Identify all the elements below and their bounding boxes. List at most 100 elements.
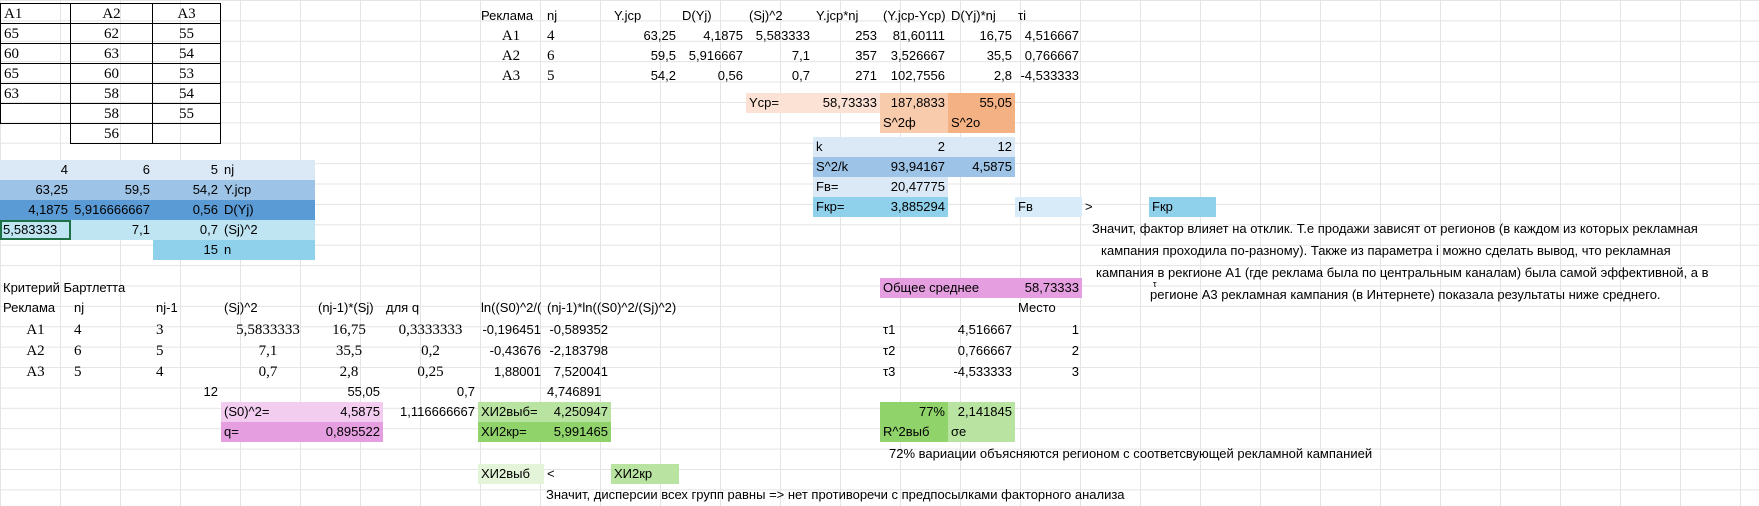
sj2-cell[interactable]: 0,7 xyxy=(153,220,221,240)
main-header[interactable]: (Sj)^2 xyxy=(749,8,783,23)
header-a2[interactable]: A2 xyxy=(70,3,153,24)
chi-compare-sign[interactable]: < xyxy=(547,466,555,481)
bartlett-header[interactable]: ln((S0)^2/( xyxy=(481,300,542,315)
raw-cell[interactable] xyxy=(152,123,221,144)
nj-label[interactable]: nj xyxy=(221,160,315,180)
s2k-label[interactable]: S^2/k xyxy=(813,157,880,177)
main-cell[interactable]: 7,1 xyxy=(791,48,810,63)
se-label[interactable]: σe xyxy=(948,422,1015,442)
main-header[interactable]: Реклама xyxy=(481,8,534,23)
main-header[interactable]: (Y.jcp-Ycp) xyxy=(883,8,946,23)
bartlett-cell[interactable]: 0,3333333 xyxy=(398,322,463,338)
bartlett-cell[interactable]: -0,196451 xyxy=(482,322,541,337)
bartlett-region[interactable]: A2 xyxy=(26,343,45,359)
bartlett-header[interactable]: nj-1 xyxy=(156,300,178,315)
bartlett-cell[interactable]: -2,183798 xyxy=(549,343,608,358)
bartlett-total[interactable]: 0,7 xyxy=(456,384,475,399)
tau-label[interactable]: τ1 xyxy=(883,322,896,337)
fv-compare-label[interactable]: Fв xyxy=(1015,197,1082,217)
bartlett-cell[interactable]: 7,520041 xyxy=(553,364,608,379)
main-cell[interactable]: 5,583333 xyxy=(755,28,810,43)
bartlett-header[interactable]: (Sj)^2 xyxy=(224,300,258,315)
compare-sign[interactable]: > xyxy=(1085,199,1093,214)
chi-compare-right[interactable]: ХИ2кр xyxy=(611,464,679,484)
s02-value[interactable]: 4,5875 xyxy=(315,402,383,422)
tau-label[interactable]: τ3 xyxy=(883,364,896,379)
bartlett-total[interactable]: 12 xyxy=(203,384,218,399)
q-value[interactable]: 0,895522 xyxy=(315,422,383,442)
k-label[interactable]: k xyxy=(813,137,880,157)
tau-value[interactable]: 0,766667 xyxy=(957,343,1012,358)
main-cell[interactable]: 81,60111 xyxy=(892,28,945,43)
c-value[interactable]: 1,116666667 xyxy=(400,404,475,419)
raw-cell[interactable]: 53 xyxy=(152,63,221,84)
main-cell[interactable]: 35,5 xyxy=(986,48,1012,63)
dyj-cell[interactable]: 4,1875 xyxy=(0,200,71,220)
s2k1-value[interactable]: 93,94167 xyxy=(880,157,948,177)
r2-value[interactable]: 77% xyxy=(880,402,948,422)
tau-value[interactable]: -4,533333 xyxy=(953,364,1012,379)
raw-cell[interactable]: 54 xyxy=(152,43,221,64)
selected-cell[interactable]: 5,583333 xyxy=(0,220,71,240)
main-cell[interactable]: -4,533333 xyxy=(1020,68,1079,83)
bartlett-cell[interactable]: 0,25 xyxy=(417,364,444,380)
main-cell[interactable]: 6 xyxy=(547,48,555,64)
s2k2-value[interactable]: 4,5875 xyxy=(948,157,1015,177)
dyj-cell[interactable]: 0,56 xyxy=(153,200,221,220)
chi-critical-value[interactable]: 5,991465 xyxy=(544,422,611,442)
fkr-value[interactable]: 3,885294 xyxy=(880,197,948,217)
bartlett-total[interactable]: 4,746891 xyxy=(547,384,602,399)
main-cell[interactable]: 54,2 xyxy=(650,68,676,83)
main-header[interactable]: nj xyxy=(547,8,558,23)
bartlett-total[interactable]: 55,05 xyxy=(347,384,380,399)
raw-cell[interactable]: 65 xyxy=(0,23,71,44)
s02-label[interactable]: (S0)^2= xyxy=(221,402,315,422)
main-cell[interactable]: 4,1875 xyxy=(703,28,743,43)
main-header[interactable]: Y.jcp xyxy=(614,8,642,23)
bartlett-cell[interactable]: 3 xyxy=(156,322,164,338)
tau-label[interactable]: τ2 xyxy=(883,343,896,358)
nj-cell[interactable]: 4 xyxy=(0,160,71,180)
bartlett-cell[interactable]: 5 xyxy=(156,343,164,359)
main-cell[interactable]: 271 xyxy=(855,68,877,83)
se-value[interactable]: 2,141845 xyxy=(948,402,1015,422)
raw-cell[interactable]: 58 xyxy=(70,103,153,124)
bartlett-header[interactable]: (nj-1)*ln((S0)^2/(Sj)^2) xyxy=(547,300,677,315)
bartlett-cell[interactable]: 1,88001 xyxy=(494,364,541,379)
bartlett-cell[interactable]: 16,75 xyxy=(332,322,366,338)
main-cell[interactable]: 63,25 xyxy=(643,28,676,43)
main-cell[interactable]: 3,526667 xyxy=(890,48,945,63)
fkr-label[interactable]: Fкр= xyxy=(813,197,880,217)
main-cell[interactable]: 5 xyxy=(547,68,555,84)
bartlett-cell[interactable]: 2,8 xyxy=(339,364,359,380)
ycp-cell[interactable]: 63,25 xyxy=(0,180,71,200)
main-cell[interactable]: 4 xyxy=(547,28,555,44)
main-cell[interactable]: 2,8 xyxy=(993,68,1012,83)
raw-cell[interactable]: 62 xyxy=(70,23,153,44)
raw-cell[interactable] xyxy=(0,103,71,124)
raw-cell[interactable]: 65 xyxy=(0,63,71,84)
main-cell[interactable]: 0,7 xyxy=(791,68,810,83)
ycp-label[interactable]: Y.jcp xyxy=(221,180,315,200)
main-header[interactable]: τi xyxy=(1018,8,1027,23)
dyj-cell[interactable]: 5,916666667 xyxy=(71,200,153,220)
region-label[interactable]: A3 xyxy=(501,68,521,84)
bartlett-header[interactable]: Реклама xyxy=(3,300,56,315)
ycp-label[interactable]: Ycp= xyxy=(746,93,813,113)
sj2-label[interactable]: (Sj)^2 xyxy=(221,220,315,240)
bartlett-cell[interactable]: -0,43676 xyxy=(489,343,541,358)
place-header[interactable]: Место xyxy=(1018,300,1056,315)
bartlett-header[interactable]: для q xyxy=(386,300,420,315)
header-a1[interactable]: A1 xyxy=(0,3,71,24)
tau-place[interactable]: 1 xyxy=(1071,322,1079,337)
ycp-value[interactable]: 58,73333 xyxy=(813,93,880,113)
overall-mean-value[interactable]: 58,73333 xyxy=(1015,278,1082,298)
s2f-value[interactable]: 187,8833 xyxy=(880,93,948,113)
bartlett-region[interactable]: A1 xyxy=(26,322,45,338)
fv-label[interactable]: Fв= xyxy=(813,177,880,197)
tau-place[interactable]: 3 xyxy=(1071,364,1079,379)
s2o-value[interactable]: 55,05 xyxy=(948,93,1015,113)
bartlett-cell[interactable]: 0,2 xyxy=(421,343,440,359)
ycp-cell[interactable]: 59,5 xyxy=(71,180,153,200)
bartlett-cell[interactable]: -0,589352 xyxy=(549,322,608,337)
